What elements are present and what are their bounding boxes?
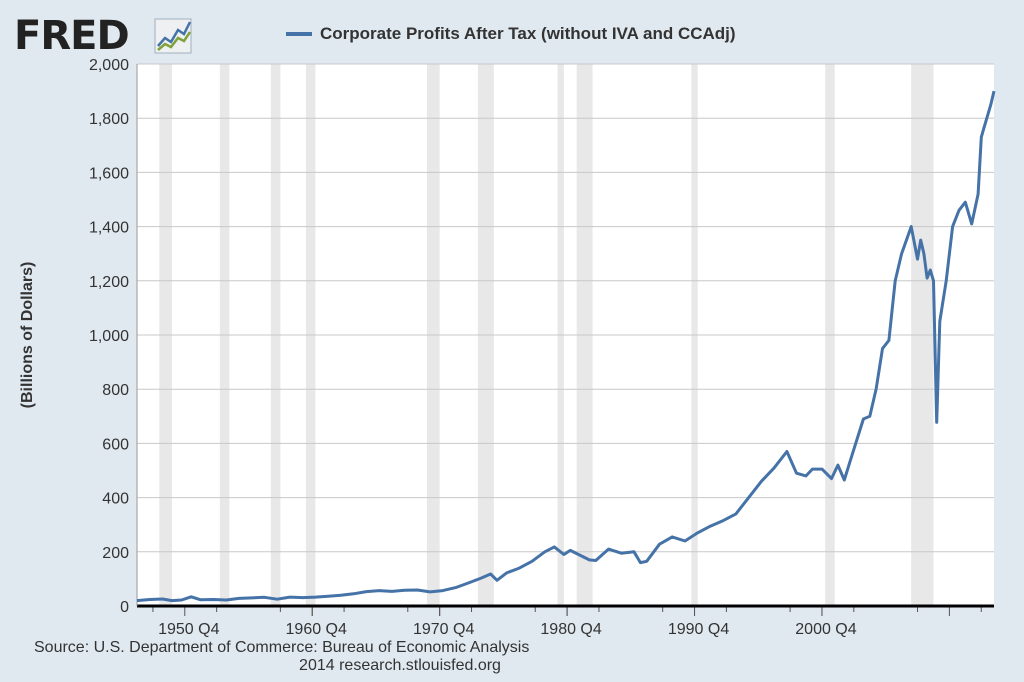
x-tick-label: 1980 Q4 xyxy=(540,621,601,638)
y-axis-label: (Billions of Dollars) xyxy=(19,262,36,409)
credit-note: 2014 research.stlouisfed.org xyxy=(299,657,501,674)
logo-graph-icon xyxy=(154,18,192,54)
series-line xyxy=(136,90,996,603)
plot-area: 0 200 400 600 800 1,000 1,200 1,400 1,600 1,800 2,… xyxy=(89,57,996,638)
y-tick-label: 0 xyxy=(120,599,129,616)
source-note: Source: U.S. Department of Commerce: Bur… xyxy=(34,639,530,656)
y-tick-label: 400 xyxy=(102,491,129,508)
y-tick-label: 200 xyxy=(102,545,129,562)
legend-series-label: Corporate Profits After Tax (without IVA… xyxy=(320,24,736,43)
y-tick-label: 800 xyxy=(102,382,129,399)
x-tick-label: 1970 Q4 xyxy=(413,621,474,638)
y-tick-label: 1,400 xyxy=(89,220,129,237)
y-tick-label: 1,200 xyxy=(89,274,129,291)
fred-logo-text: FRED xyxy=(14,13,130,59)
x-tick-label: 2000 Q4 xyxy=(795,621,856,638)
chart-legend: Corporate Profits After Tax (without IVA… xyxy=(286,24,736,44)
y-tick-label: 2,000 xyxy=(89,57,129,74)
x-tick-label: 1990 Q4 xyxy=(668,621,729,638)
legend-swatch xyxy=(286,32,312,36)
fred-logo: FRED xyxy=(14,14,204,58)
x-tick-label: 1950 Q4 xyxy=(158,621,219,638)
x-tick-label: 1960 Q4 xyxy=(286,621,347,638)
y-tick-label: 1,800 xyxy=(89,111,129,128)
y-tick-label: 1,000 xyxy=(89,328,129,345)
y-tick-label: 600 xyxy=(102,436,129,453)
y-tick-label: 1,600 xyxy=(89,165,129,182)
